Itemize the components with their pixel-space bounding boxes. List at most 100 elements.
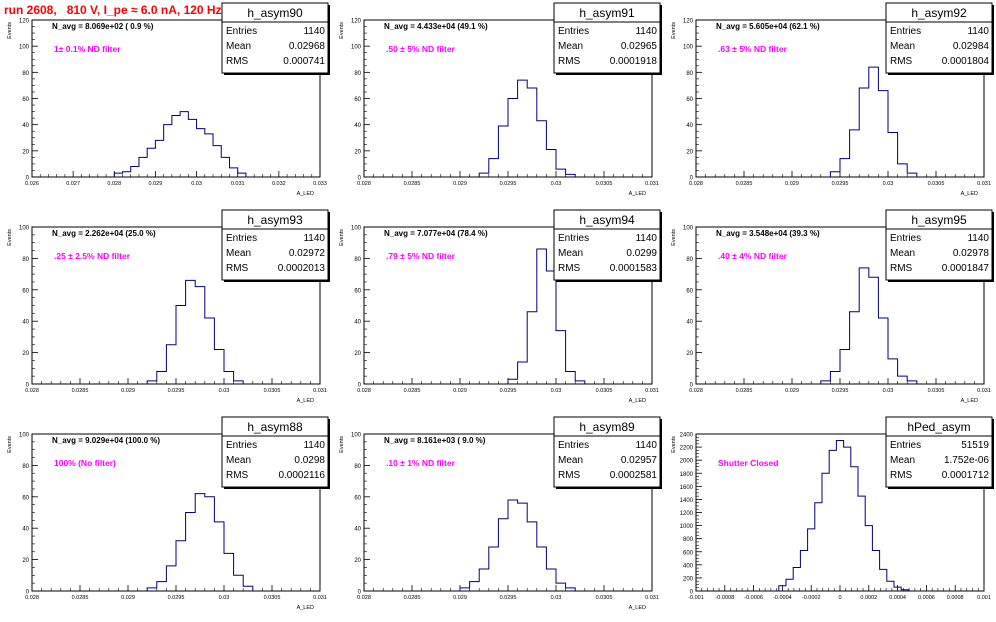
histogram-bin	[779, 586, 786, 591]
x-tick-label: 0.029	[453, 388, 467, 394]
histogram-bin	[221, 157, 229, 177]
x-tick-label: 0.033	[313, 181, 327, 187]
stats-rms-label: RMS	[226, 56, 249, 67]
x-tick-label: 0.0285	[72, 595, 89, 601]
histogram-bin	[898, 164, 908, 177]
histogram-bin	[518, 362, 528, 384]
histogram-outline	[146, 493, 254, 591]
stats-mean-label: Mean	[890, 41, 915, 52]
histogram-name: h_asym95	[911, 213, 967, 227]
x-tick-label: 0.001	[977, 595, 991, 601]
histogram-bin	[243, 586, 253, 591]
histogram-name: h_asym91	[579, 6, 635, 20]
x-tick-label: 0.028	[689, 388, 703, 394]
x-tick-label: 0.029	[785, 388, 799, 394]
histogram-bin	[157, 582, 167, 591]
histogram-bin	[460, 588, 470, 591]
x-tick-label: 0.03	[551, 595, 562, 601]
histogram-bin	[186, 280, 196, 384]
histogram-bin	[898, 376, 908, 384]
histogram-panel-hPed_asym: 0 200 400 600 800 1000 1200 1400 1600 1800 2000 220…	[671, 416, 994, 601]
y-tick-label: 20	[354, 558, 361, 564]
histogram-bin	[821, 381, 831, 384]
x-tick-label: 0.0285	[404, 181, 421, 187]
y-tick-label: 120	[683, 19, 694, 25]
y-tick-label: 20	[686, 149, 693, 155]
histogram-bin	[518, 503, 528, 591]
y-tick-label: 20	[22, 351, 29, 357]
histogram-bin	[470, 582, 480, 591]
histogram-bin	[195, 494, 205, 591]
histogram-bin	[844, 447, 851, 591]
stats-shadow	[328, 419, 330, 489]
histogram-bin	[851, 467, 858, 591]
histogram-bin	[888, 359, 898, 384]
stats-shadow	[992, 212, 994, 282]
stats-rms-value: 0.0001712	[942, 470, 990, 481]
stats-rms-label: RMS	[558, 56, 581, 67]
histogram-bin	[238, 173, 246, 177]
stats-mean-value: 0.0299	[626, 248, 657, 259]
y-tick-label: 60	[22, 495, 29, 501]
stats-mean-label: Mean	[558, 248, 583, 259]
histogram-bin	[214, 522, 224, 591]
histogram-outline	[459, 499, 576, 591]
histogram-bin	[489, 547, 499, 591]
y-axis-label: Events	[671, 436, 677, 453]
histogram-bin	[195, 287, 205, 384]
stats-mean-label: Mean	[226, 455, 251, 466]
x-tick-label: 0.0305	[264, 388, 281, 394]
filter-label: .40 ± 4% ND filter	[718, 251, 788, 261]
histogram-bin	[894, 587, 901, 591]
stats-entries-value: 1140	[635, 26, 657, 37]
stats-entries-label: Entries	[226, 440, 257, 451]
x-tick-label: 0.028	[689, 181, 703, 187]
y-tick-label: 1200	[680, 511, 694, 517]
stats-shadow	[224, 487, 330, 489]
filter-label: 100% (No filter)	[54, 458, 116, 468]
navg-label: N_avg = 2.262e+04 (25.0 %)	[52, 229, 156, 238]
stats-shadow	[224, 280, 330, 282]
histogram-panel-h_asym92: 0 20 40 60 80 100 120 0.028 0.0285 0.029 0.0295 0.0…	[671, 2, 994, 197]
x-tick-label: 0.0285	[72, 388, 89, 394]
y-tick-label: 60	[354, 288, 361, 294]
y-tick-label: 100	[351, 433, 362, 439]
x-tick-label: 0.03	[883, 388, 894, 394]
x-tick-label: 0.0305	[928, 388, 945, 394]
y-tick-label: 0	[358, 176, 362, 182]
histogram-bin	[815, 503, 822, 591]
histogram-bin	[214, 349, 224, 384]
y-tick-label: 200	[683, 576, 694, 582]
stats-shadow	[992, 5, 994, 75]
y-tick-label: 0	[26, 383, 30, 389]
stats-shadow	[992, 419, 994, 489]
histogram-name: h_asym89	[579, 420, 635, 434]
histogram-panel-h_asym94: 0 20 40 60 80 100 0.028 0.0285 0.029 0.0295 0.03 0.…	[339, 209, 662, 404]
stats-shadow	[888, 73, 994, 75]
histogram-bin	[489, 159, 499, 177]
filter-label: Shutter Closed	[718, 458, 778, 468]
navg-label: N_avg = 7.077e+04 (78.4 %)	[384, 229, 488, 238]
histogram-panel-h_asym89: 0 20 40 60 80 100 0.028 0.0285 0.029 0.0295 0.03 0.…	[339, 416, 662, 611]
histogram-bin	[840, 349, 850, 384]
y-tick-label: 100	[351, 226, 362, 232]
x-tick-label: 0.031	[313, 388, 327, 394]
stats-entries-label: Entries	[890, 233, 921, 244]
y-tick-label: 0	[358, 590, 362, 596]
y-tick-label: 60	[354, 495, 361, 501]
histogram-outline	[507, 248, 586, 384]
histogram-name: h_asym90	[247, 6, 303, 20]
stats-rms-value: 0.000741	[283, 56, 325, 67]
stats-box	[885, 416, 993, 488]
x-tick-label: -0.001	[688, 595, 704, 601]
histogram-bin	[793, 567, 800, 591]
stats-mean-value: 0.02957	[621, 455, 658, 466]
y-tick-label: 0	[690, 383, 694, 389]
x-tick-label: 0.0295	[500, 181, 517, 187]
x-tick-label: 0.0295	[168, 595, 185, 601]
y-tick-label: 60	[354, 97, 361, 103]
x-tick-label: -0.0002	[802, 595, 821, 601]
histogram-bin	[537, 249, 547, 384]
histogram-bin	[508, 379, 518, 384]
y-tick-label: 40	[22, 123, 29, 129]
